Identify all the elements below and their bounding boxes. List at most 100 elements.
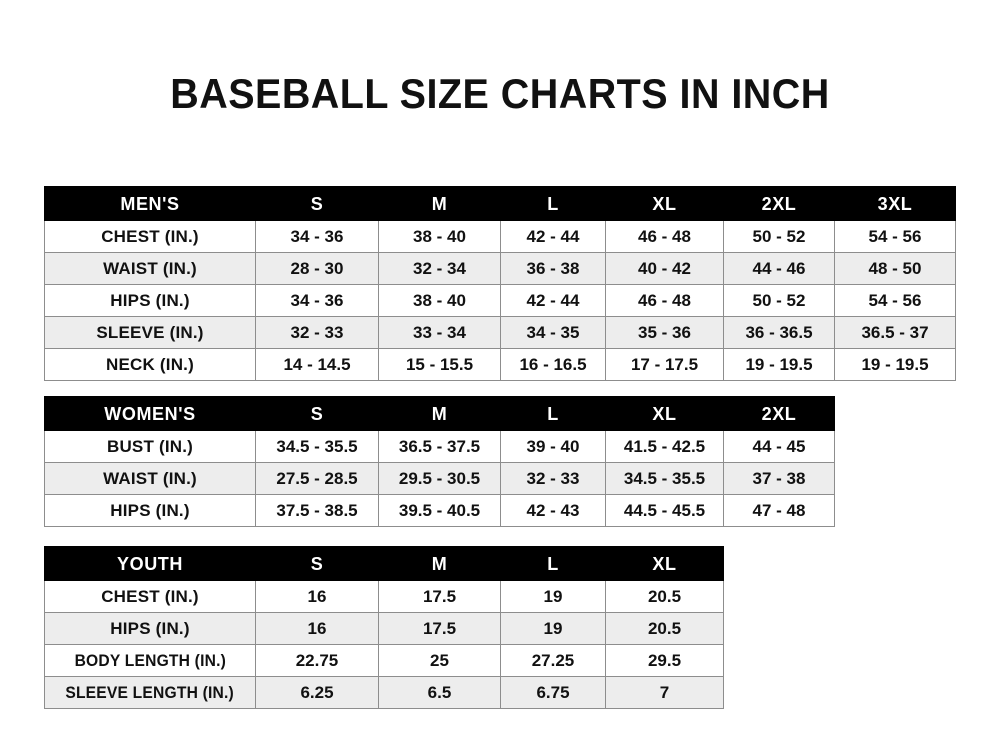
row-label: HIPS (IN.) [44, 612, 256, 645]
cell-xl: 46 - 48 [605, 220, 724, 253]
table-row: SLEEVE LENGTH (IN.) 6.25 6.5 6.75 7 [44, 676, 724, 709]
row-label-text: BODY LENGTH (IN.) [74, 651, 226, 670]
cell-s: 32 - 33 [255, 316, 379, 349]
cell-m: 36.5 - 37.5 [378, 430, 501, 463]
cell-l: 36 - 38 [500, 252, 606, 285]
row-label-text: SLEEVE LENGTH (IN.) [65, 683, 235, 702]
table-row: CHEST (IN.) 16 17.5 19 20.5 [44, 580, 724, 613]
table-row: HIPS (IN.) 37.5 - 38.5 39.5 - 40.5 42 - … [44, 494, 835, 527]
cell-m: 39.5 - 40.5 [378, 494, 501, 527]
cell-xl: 40 - 42 [605, 252, 724, 285]
cell-2xl: 36 - 36.5 [723, 316, 835, 349]
table-row: WAIST (IN.) 28 - 30 32 - 34 36 - 38 40 -… [44, 252, 956, 285]
table-row: BODY LENGTH (IN.) 22.75 25 27.25 29.5 [44, 644, 724, 677]
cell-s: 37.5 - 38.5 [255, 494, 379, 527]
column-header-l: L [500, 396, 606, 431]
cell-3xl: 54 - 56 [834, 220, 956, 253]
cell-l: 39 - 40 [500, 430, 606, 463]
youth-size-table: YOUTH S M L XL CHEST (IN.) 16 17.5 19 20… [44, 546, 724, 709]
cell-l: 42 - 43 [500, 494, 606, 527]
row-label: WAIST (IN.) [44, 252, 256, 285]
row-label: BUST (IN.) [44, 430, 256, 463]
cell-xl: 29.5 [605, 644, 724, 677]
row-label: NECK (IN.) [44, 348, 256, 381]
cell-xl: 46 - 48 [605, 284, 724, 317]
cell-3xl: 54 - 56 [834, 284, 956, 317]
cell-xl: 44.5 - 45.5 [605, 494, 724, 527]
table-row: SLEEVE (IN.) 32 - 33 33 - 34 34 - 35 35 … [44, 316, 956, 349]
table-header-row: YOUTH S M L XL [44, 546, 724, 581]
cell-2xl: 50 - 52 [723, 284, 835, 317]
cell-xl: 17 - 17.5 [605, 348, 724, 381]
table-row: HIPS (IN.) 34 - 36 38 - 40 42 - 44 46 - … [44, 284, 956, 317]
cell-xl: 41.5 - 42.5 [605, 430, 724, 463]
column-header-s: S [255, 546, 379, 581]
cell-3xl: 36.5 - 37 [834, 316, 956, 349]
cell-2xl: 19 - 19.5 [723, 348, 835, 381]
cell-2xl: 44 - 45 [723, 430, 835, 463]
column-header-2xl: 2XL [723, 396, 835, 431]
cell-2xl: 47 - 48 [723, 494, 835, 527]
column-header-category: YOUTH [44, 546, 256, 581]
cell-l: 34 - 35 [500, 316, 606, 349]
cell-m: 38 - 40 [378, 284, 501, 317]
cell-s: 34.5 - 35.5 [255, 430, 379, 463]
cell-m: 25 [378, 644, 501, 677]
column-header-3xl: 3XL [834, 186, 956, 221]
cell-s: 28 - 30 [255, 252, 379, 285]
column-header-m: M [378, 186, 501, 221]
column-header-l: L [500, 546, 606, 581]
mens-size-table: MEN'S S M L XL 2XL 3XL CHEST (IN.) 34 - … [44, 186, 956, 381]
cell-s: 16 [255, 612, 379, 645]
row-label: BODY LENGTH (IN.) [44, 644, 256, 677]
row-label: CHEST (IN.) [44, 220, 256, 253]
table-header-row: MEN'S S M L XL 2XL 3XL [44, 186, 956, 221]
cell-2xl: 50 - 52 [723, 220, 835, 253]
table-row: WAIST (IN.) 27.5 - 28.5 29.5 - 30.5 32 -… [44, 462, 835, 495]
cell-s: 34 - 36 [255, 284, 379, 317]
cell-3xl: 48 - 50 [834, 252, 956, 285]
cell-s: 6.25 [255, 676, 379, 709]
cell-l: 19 [500, 612, 606, 645]
cell-s: 34 - 36 [255, 220, 379, 253]
cell-s: 14 - 14.5 [255, 348, 379, 381]
cell-l: 16 - 16.5 [500, 348, 606, 381]
cell-s: 27.5 - 28.5 [255, 462, 379, 495]
column-header-l: L [500, 186, 606, 221]
column-header-s: S [255, 396, 379, 431]
column-header-2xl: 2XL [723, 186, 835, 221]
row-label: SLEEVE (IN.) [44, 316, 256, 349]
cell-m: 17.5 [378, 580, 501, 613]
row-label: CHEST (IN.) [44, 580, 256, 613]
cell-m: 6.5 [378, 676, 501, 709]
column-header-xl: XL [605, 396, 724, 431]
cell-s: 22.75 [255, 644, 379, 677]
cell-m: 15 - 15.5 [378, 348, 501, 381]
cell-l: 42 - 44 [500, 284, 606, 317]
cell-s: 16 [255, 580, 379, 613]
cell-l: 19 [500, 580, 606, 613]
cell-xl: 35 - 36 [605, 316, 724, 349]
cell-m: 29.5 - 30.5 [378, 462, 501, 495]
column-header-category: WOMEN'S [44, 396, 256, 431]
womens-size-table: WOMEN'S S M L XL 2XL BUST (IN.) 34.5 - 3… [44, 396, 835, 527]
cell-l: 42 - 44 [500, 220, 606, 253]
table-row: CHEST (IN.) 34 - 36 38 - 40 42 - 44 46 -… [44, 220, 956, 253]
column-header-s: S [255, 186, 379, 221]
cell-l: 27.25 [500, 644, 606, 677]
column-header-xl: XL [605, 186, 724, 221]
row-label: HIPS (IN.) [44, 284, 256, 317]
table-row: NECK (IN.) 14 - 14.5 15 - 15.5 16 - 16.5… [44, 348, 956, 381]
row-label: HIPS (IN.) [44, 494, 256, 527]
table-row: HIPS (IN.) 16 17.5 19 20.5 [44, 612, 724, 645]
cell-xl: 20.5 [605, 580, 724, 613]
cell-m: 32 - 34 [378, 252, 501, 285]
cell-xl: 20.5 [605, 612, 724, 645]
column-header-m: M [378, 396, 501, 431]
cell-3xl: 19 - 19.5 [834, 348, 956, 381]
row-label: WAIST (IN.) [44, 462, 256, 495]
cell-m: 33 - 34 [378, 316, 501, 349]
cell-l: 32 - 33 [500, 462, 606, 495]
row-label: SLEEVE LENGTH (IN.) [44, 676, 256, 709]
